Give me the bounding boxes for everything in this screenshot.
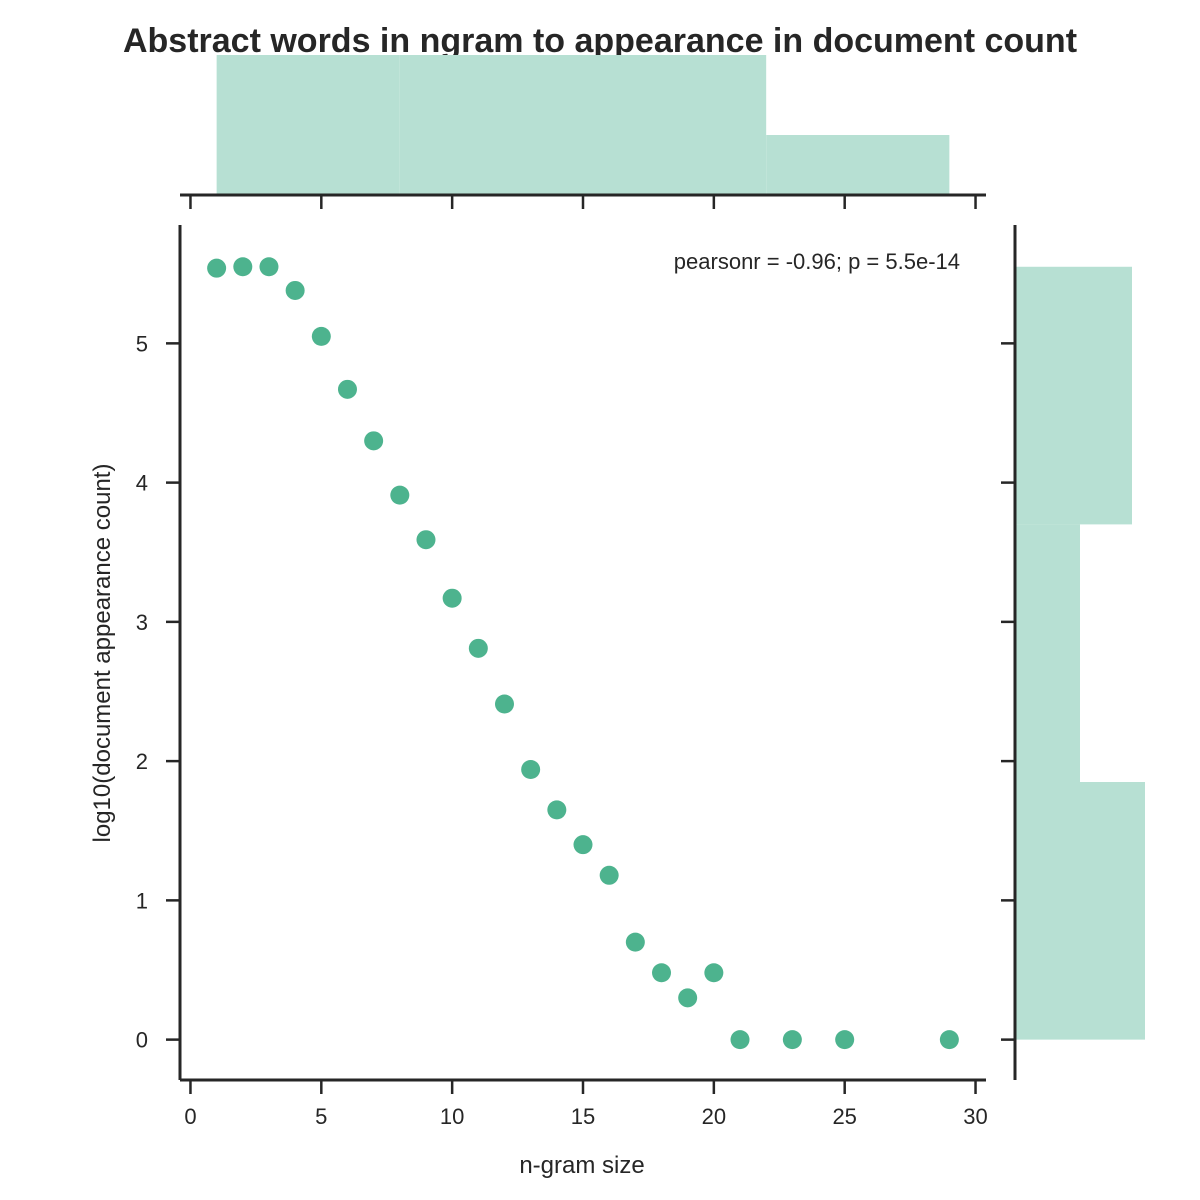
- scatter-point: [337, 379, 357, 399]
- scatter-point: [233, 257, 253, 277]
- axes: 0 5 10 15 20 25 30 0 1 2 3 4 5: [136, 225, 988, 1129]
- scatter-points: [207, 257, 959, 1050]
- scatter-point: [573, 835, 593, 855]
- scatter-point: [442, 588, 462, 608]
- top-marginal-histogram: [180, 55, 986, 209]
- y-tick-label: 0: [136, 1028, 148, 1053]
- chart-title: Abstract words in ngram to appearance in…: [123, 22, 1077, 60]
- scatter-point: [730, 1030, 750, 1050]
- scatter-point: [704, 963, 724, 983]
- x-tick-label: 30: [963, 1104, 987, 1129]
- scatter-point: [625, 932, 645, 952]
- scatter-point: [494, 694, 514, 714]
- top-hist-bar: [766, 135, 950, 195]
- y-tick-label: 3: [136, 610, 148, 635]
- x-tick-label: 0: [184, 1104, 196, 1129]
- scatter-point: [547, 800, 567, 820]
- right-hist-bar: [1015, 524, 1080, 783]
- y-axis-label: log10(document appearance count): [89, 464, 116, 843]
- right-hist-bar: [1015, 266, 1132, 525]
- scatter-point: [521, 759, 541, 779]
- scatter-point: [835, 1030, 855, 1050]
- right-hist-bar: [1015, 782, 1145, 1040]
- scatter-point: [939, 1030, 959, 1050]
- x-tick-label: 20: [702, 1104, 726, 1129]
- top-hist-bar: [216, 55, 400, 195]
- scatter-point: [390, 485, 410, 505]
- top-hist-bar: [583, 55, 767, 195]
- scatter-point: [311, 326, 331, 346]
- right-marginal-histogram: [1001, 225, 1145, 1080]
- scatter-point: [678, 988, 698, 1008]
- scatter-point: [207, 258, 227, 278]
- scatter-point: [652, 963, 672, 983]
- pearson-annotation: pearsonr = -0.96; p = 5.5e-14: [674, 249, 960, 274]
- x-tick-label: 25: [832, 1104, 856, 1129]
- scatter-point: [416, 530, 436, 550]
- scatter-point: [599, 865, 619, 885]
- top-hist-bar: [399, 55, 583, 195]
- scatter-point: [364, 431, 384, 451]
- x-axis-label: n-gram size: [519, 1152, 644, 1179]
- scatter-point: [285, 280, 305, 300]
- x-tick-label: 15: [571, 1104, 595, 1129]
- y-tick-label: 1: [136, 888, 148, 913]
- y-tick-label: 4: [136, 471, 148, 496]
- scatter-point: [259, 257, 279, 277]
- scatter-point: [468, 638, 488, 658]
- x-tick-label: 5: [315, 1104, 327, 1129]
- y-tick-label: 5: [136, 331, 148, 356]
- scatter-point: [782, 1030, 802, 1050]
- x-tick-label: 10: [440, 1104, 464, 1129]
- y-tick-label: 2: [136, 749, 148, 774]
